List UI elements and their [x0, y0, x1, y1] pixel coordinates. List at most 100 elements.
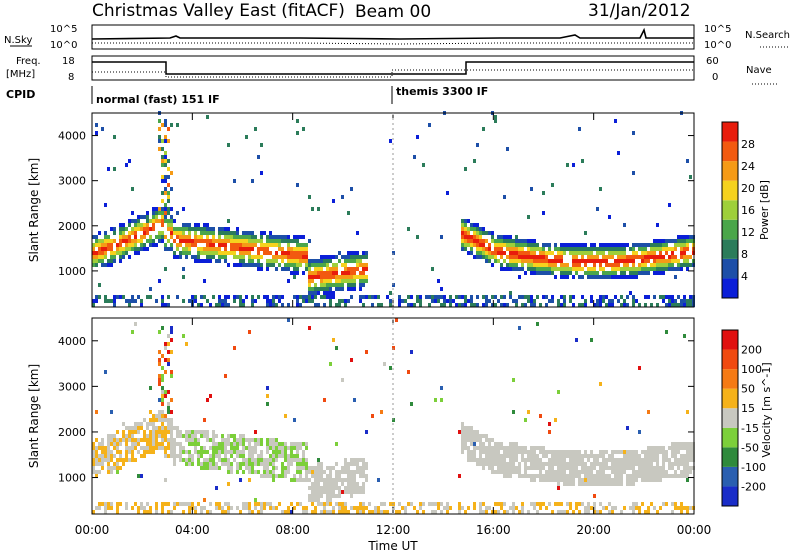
- heat-cell: [389, 502, 392, 506]
- heat-cell: [461, 295, 464, 299]
- heat-cell: [338, 486, 341, 490]
- heat-cell: [479, 227, 482, 231]
- heat-cell: [344, 275, 347, 279]
- heat-cell: [524, 259, 527, 263]
- heat-cell: [359, 466, 362, 470]
- heat-cell: [146, 510, 149, 514]
- heat-cell: [335, 346, 338, 350]
- heat-cell: [317, 303, 320, 307]
- heat-cell: [158, 378, 161, 382]
- heat-cell: [476, 295, 479, 299]
- heat-cell: [326, 486, 329, 490]
- heat-cell: [323, 502, 326, 506]
- heat-cell: [488, 446, 491, 450]
- heat-cell: [266, 502, 269, 506]
- heat-cell: [626, 259, 629, 263]
- heat-cell: [161, 199, 164, 203]
- heat-cell: [632, 458, 635, 462]
- heat-cell: [164, 346, 167, 350]
- heat-cell: [299, 303, 302, 307]
- heat-cell: [668, 267, 671, 271]
- heat-cell: [338, 299, 341, 303]
- heat-cell: [530, 454, 533, 458]
- heat-cell: [326, 283, 329, 287]
- heat-cell: [617, 251, 620, 255]
- heat-cell: [308, 275, 311, 279]
- heat-cell: [611, 482, 614, 486]
- heat-cell: [578, 470, 581, 474]
- heat-cell: [479, 438, 482, 442]
- heat-cell: [326, 482, 329, 486]
- heat-cell: [128, 426, 131, 430]
- heat-cell: [377, 303, 380, 307]
- heat-cell: [107, 235, 110, 239]
- heat-cell: [203, 231, 206, 235]
- heat-cell: [296, 442, 299, 446]
- heat-cell: [626, 462, 629, 466]
- heat-cell: [671, 263, 674, 267]
- heat-cell: [623, 506, 626, 510]
- heat-cell: [272, 255, 275, 259]
- heat-cell: [689, 175, 692, 179]
- heat-cell: [476, 438, 479, 442]
- heat-cell: [335, 287, 338, 291]
- heat-cell: [260, 474, 263, 478]
- heat-cell: [293, 267, 296, 271]
- heat-cell: [662, 267, 665, 271]
- heat-cell: [575, 259, 578, 263]
- heat-cell: [251, 446, 254, 450]
- heat-cell: [158, 207, 161, 211]
- heat-cell: [251, 458, 254, 462]
- heat-cell: [146, 215, 149, 219]
- heat-cell: [527, 450, 530, 454]
- heat-cell: [167, 342, 170, 346]
- heat-cell: [245, 502, 248, 506]
- heat-cell: [599, 510, 602, 514]
- heat-cell: [152, 450, 155, 454]
- heat-cell: [677, 442, 680, 446]
- heat-cell: [485, 454, 488, 458]
- heat-cell: [101, 255, 104, 259]
- heat-cell: [164, 175, 167, 179]
- heat-cell: [515, 247, 518, 251]
- heat-cell: [524, 470, 527, 474]
- heat-cell: [533, 247, 536, 251]
- heat-cell: [647, 259, 650, 263]
- heat-cell: [587, 259, 590, 263]
- heat-cell: [617, 450, 620, 454]
- heat-cell: [215, 446, 218, 450]
- heat-cell: [158, 119, 161, 123]
- heat-cell: [140, 243, 143, 247]
- heat-cell: [131, 442, 134, 446]
- heat-cell: [236, 466, 239, 470]
- heat-cell: [467, 434, 470, 438]
- heat-cell: [542, 295, 545, 299]
- heat-cell: [488, 458, 491, 462]
- heat-cell: [623, 470, 626, 474]
- heat-cell: [524, 271, 527, 275]
- heat-cell: [497, 251, 500, 255]
- heat-cell: [509, 458, 512, 462]
- heat-cell: [545, 450, 548, 454]
- heat-cell: [287, 303, 290, 307]
- heat-cell: [386, 510, 389, 514]
- heat-cell: [233, 235, 236, 239]
- heat-cell: [95, 235, 98, 239]
- heat-cell: [644, 462, 647, 466]
- heat-cell: [611, 255, 614, 259]
- heat-cell: [269, 243, 272, 247]
- heat-cell: [575, 338, 578, 342]
- heat-cell: [437, 279, 440, 283]
- heat-cell: [215, 442, 218, 446]
- heat-cell: [161, 303, 164, 307]
- heat-cell: [341, 502, 344, 506]
- heat-cell: [266, 267, 269, 271]
- heat-cell: [671, 251, 674, 255]
- heat-cell: [152, 414, 155, 418]
- heat-cell: [350, 490, 353, 494]
- heat-cell: [470, 295, 473, 299]
- heat-cell: [221, 510, 224, 514]
- heat-cell: [686, 263, 689, 267]
- heat-cell: [647, 251, 650, 255]
- heat-cell: [662, 271, 665, 275]
